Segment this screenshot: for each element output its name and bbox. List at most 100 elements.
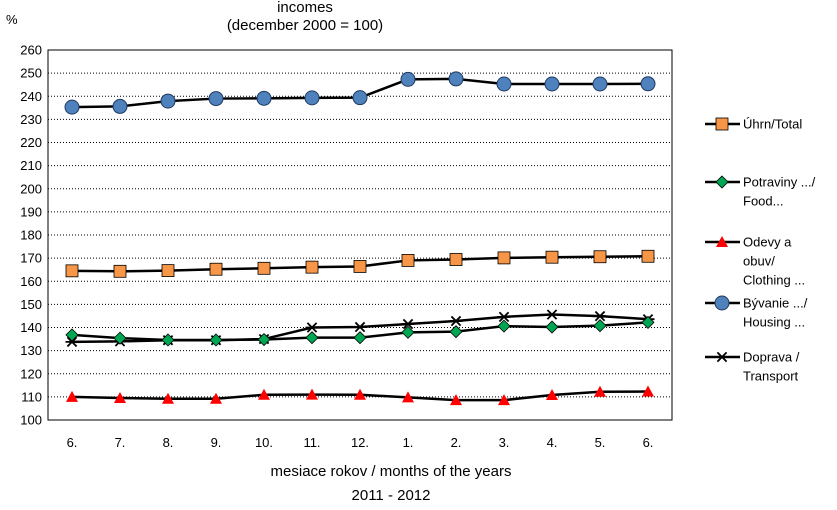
series-0-point: [209, 262, 223, 276]
series-group: [64, 71, 656, 406]
legend-marker: [715, 117, 729, 131]
y-tick-label: 120: [20, 366, 42, 381]
series-1-point: [305, 331, 319, 345]
y-tick-label: 170: [20, 251, 42, 266]
series-3-point: [208, 91, 224, 107]
series-1-point: [209, 333, 223, 347]
legend-item: Odevy a obuv/Clothing ...: [705, 235, 805, 288]
x-tick-label: 11.: [303, 435, 320, 450]
series-4-point: [545, 309, 559, 320]
series-2-point: [402, 391, 414, 403]
legend-label: Potraviny .../: [743, 175, 816, 190]
series-2-point: [162, 392, 174, 404]
series-3-point: [256, 90, 272, 106]
y-tick-label: 150: [20, 297, 42, 312]
legend-item: Potraviny .../ Food...: [705, 175, 816, 209]
series-2-point: [594, 385, 606, 397]
legend: Úhrn/Total Potraviny .../ Food... Odevy a ob…: [705, 117, 816, 384]
legend-label: Odevy a: [743, 235, 792, 250]
series-2-point: [642, 385, 654, 397]
series-1-point: [161, 333, 175, 347]
y-tick-label: 160: [20, 274, 42, 289]
series-1-point: [593, 319, 607, 333]
y-tick-label: 140: [20, 320, 42, 335]
series-0-point: [305, 260, 319, 274]
y-tick-label: 200: [20, 181, 42, 196]
legend-label: Housing ...: [743, 315, 805, 330]
gridlines: [48, 72, 672, 398]
series-1-point: [449, 325, 463, 339]
x-tick-label: 6.: [67, 435, 78, 450]
series-0-point: [593, 250, 607, 264]
series-4-point: [593, 310, 607, 322]
series-0-point: [497, 251, 511, 265]
legend-label: Food...: [743, 194, 783, 209]
y-tick-label: 250: [20, 66, 42, 81]
x-tick-label: 1.: [403, 435, 414, 450]
series-2-point: [66, 390, 78, 402]
series-0-point: [401, 254, 415, 267]
legend-label: Doprava /: [743, 350, 800, 365]
series-4-point: [449, 315, 463, 327]
series-0-point: [161, 264, 175, 278]
legend-item: Úhrn/Total: [705, 117, 802, 132]
series-3-point: [304, 90, 320, 106]
series-0: [65, 249, 655, 278]
x-tick-label: 4.: [547, 435, 558, 450]
legend-label: Bývanie .../: [743, 296, 808, 311]
series-2-point: [114, 392, 126, 404]
y-tick-label: 190: [20, 204, 42, 219]
x-axis-ticks: 6. 7. 8. 9. 10. 11. 12. 1. 2. 3. 4. 5. 6.: [67, 435, 654, 450]
x-tick-label: 10.: [255, 435, 273, 450]
series-4-point: [353, 321, 367, 333]
x-tick-label: 6.: [643, 435, 654, 450]
series-4-point: [65, 336, 79, 348]
series-3-point: [496, 76, 512, 92]
x-tick-label: 8.: [163, 435, 174, 450]
x-axis-label-line-2: 2011 - 2012: [352, 487, 431, 504]
chart-title-line-2: (december 2000 = 100): [227, 17, 383, 34]
series-1-point: [353, 331, 367, 345]
legend-marker: [716, 236, 728, 247]
series-2-point: [210, 392, 222, 404]
legend-item: Bývanie .../ Housing ...: [705, 295, 808, 330]
x-tick-label: 12.: [351, 435, 369, 450]
series-3-point: [400, 71, 416, 87]
series-3-point: [448, 71, 464, 87]
series-0-point: [545, 250, 559, 264]
y-axis-ticks: 100 110 120 130 140 150 160 170 180 190 200 210 220 2…: [20, 43, 42, 428]
x-tick-label: 5.: [595, 435, 606, 450]
series-2: [66, 385, 654, 406]
series-1-point: [545, 320, 559, 334]
legend-label: Transport: [743, 369, 799, 384]
series-3-point: [352, 90, 368, 106]
legend-marker: [715, 175, 729, 189]
series-4-point: [401, 318, 415, 330]
y-axis-unit: %: [6, 12, 18, 27]
y-tick-label: 210: [20, 158, 42, 173]
series-0-point: [449, 253, 463, 266]
series-1: [65, 315, 655, 347]
series-0-point: [113, 264, 127, 278]
series-3-point: [640, 76, 656, 92]
y-tick-label: 220: [20, 135, 42, 150]
series-2-point: [450, 394, 462, 406]
legend-label: Úhrn/Total: [743, 117, 802, 132]
legend-item: Doprava / Transport: [705, 350, 800, 384]
chart-title: incomes (december 2000 = 100): [227, 0, 383, 34]
y-tick-label: 100: [20, 413, 42, 428]
series-2-point: [498, 394, 510, 406]
y-tick-label: 240: [20, 89, 42, 104]
series-0-point: [257, 261, 271, 275]
series-4-point: [497, 311, 511, 323]
series-4-point: [305, 322, 319, 333]
x-tick-label: 2.: [451, 435, 462, 450]
y-tick-label: 260: [20, 43, 42, 58]
series-1-point: [65, 328, 79, 342]
series-2-point: [306, 388, 318, 400]
series-3-point: [160, 93, 176, 109]
series-2-point: [258, 388, 270, 400]
y-tick-label: 230: [20, 112, 42, 127]
x-tick-label: 7.: [115, 435, 126, 450]
